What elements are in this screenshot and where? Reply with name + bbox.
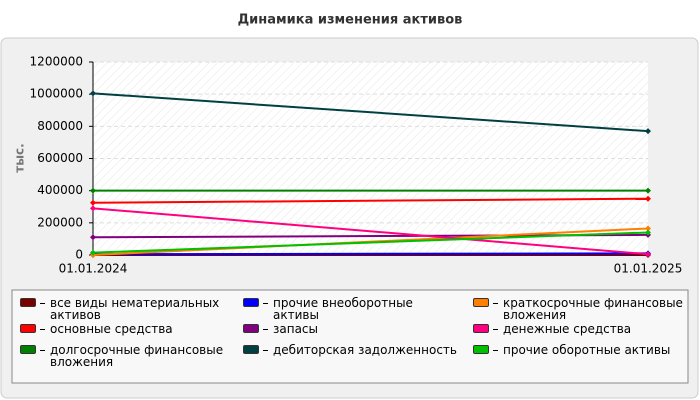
- legend-dash: [40, 350, 45, 351]
- legend-label: долгосрочные финансовые вложения: [50, 343, 224, 369]
- legend-dash: [263, 329, 268, 330]
- legend-label: все виды нематериальных активов: [50, 296, 220, 322]
- point: [90, 187, 96, 194]
- legend-dash: [493, 329, 498, 330]
- y-tick-label: 600000: [37, 151, 83, 165]
- legend-dash: [263, 350, 268, 351]
- legend-swatch: [243, 345, 259, 354]
- y-axis-label: тыс.: [13, 143, 27, 172]
- y-tick-label: 400000: [37, 183, 83, 197]
- legend-label: основные средства: [50, 322, 173, 336]
- legend-swatch: [473, 345, 489, 354]
- x-tick-label: 01.01.2024: [59, 262, 128, 276]
- legend-dash: [493, 303, 498, 304]
- legend-label: денежные средства: [503, 322, 632, 336]
- y-tick-label: 800000: [37, 119, 83, 133]
- legend-swatch: [243, 298, 259, 307]
- legend-swatch: [20, 324, 36, 333]
- point: [90, 90, 96, 97]
- legend-dash: [40, 303, 45, 304]
- legend-swatch: [20, 345, 36, 354]
- chart-title: Динамика изменения активов: [238, 13, 463, 28]
- series-line: [92, 197, 649, 204]
- y-tick-label: 0: [75, 248, 83, 262]
- series-line: [92, 231, 649, 254]
- series-line: [92, 207, 649, 256]
- point: [90, 205, 96, 212]
- legend-label: дебиторская задолженность: [273, 343, 457, 357]
- series-line: [92, 252, 649, 256]
- x-tick-label: 01.01.2025: [614, 262, 683, 276]
- point: [90, 249, 96, 256]
- point: [645, 128, 651, 135]
- point: [645, 195, 651, 202]
- legend-swatch: [473, 324, 489, 333]
- point: [645, 225, 651, 232]
- legend-box: [11, 289, 689, 384]
- legend-swatch: [20, 298, 36, 307]
- legend-dash: [493, 350, 498, 351]
- y-tick-label: 200000: [37, 215, 83, 229]
- legend-label: краткосрочные финансовые вложения: [503, 296, 683, 322]
- y-tick-label: 1000000: [30, 87, 83, 101]
- legend-label: запасы: [273, 322, 319, 336]
- point: [645, 229, 651, 236]
- legend-dash: [40, 329, 45, 330]
- legend-swatch: [473, 298, 489, 307]
- point: [645, 251, 651, 258]
- point: [645, 187, 651, 194]
- point: [90, 234, 96, 241]
- point: [90, 199, 96, 206]
- legend-label: прочие оборотные активы: [503, 343, 671, 357]
- legend-swatch: [243, 324, 259, 333]
- legend-label: прочие внеоборотные активы: [273, 296, 413, 322]
- series-line: [92, 92, 649, 133]
- legend-dash: [263, 303, 268, 304]
- y-tick-label: 1200000: [30, 55, 83, 69]
